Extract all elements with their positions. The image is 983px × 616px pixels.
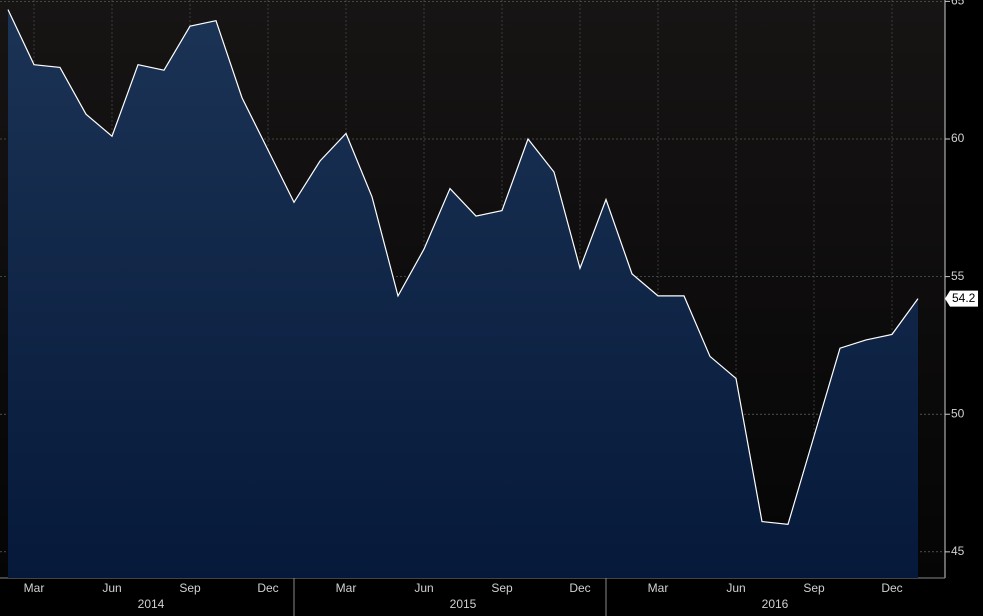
- x-tick-label: Jun: [726, 581, 745, 595]
- x-tick-label: Mar: [336, 581, 357, 595]
- x-tick-label: Dec: [881, 581, 902, 595]
- x-tick-label: Dec: [257, 581, 278, 595]
- year-label: 2016: [762, 597, 789, 611]
- year-label: 2015: [450, 597, 477, 611]
- x-tick-label: Dec: [569, 581, 590, 595]
- x-tick-label: Mar: [24, 581, 45, 595]
- x-tick-label: Sep: [803, 581, 825, 595]
- x-tick-label: Jun: [414, 581, 433, 595]
- last-value-label: 54.2: [952, 291, 976, 305]
- x-tick-label: Mar: [648, 581, 669, 595]
- x-tick-label: Sep: [491, 581, 513, 595]
- area-fill: [8, 9, 918, 578]
- year-label: 2014: [138, 597, 165, 611]
- y-tick-label: 50: [951, 406, 965, 420]
- y-tick-label: 65: [951, 0, 965, 8]
- y-tick-label: 55: [951, 269, 965, 283]
- y-tick-label: 45: [951, 544, 965, 558]
- line: [7, 9, 919, 525]
- y-tick-label: 60: [951, 131, 965, 145]
- x-tick-label: Jun: [102, 581, 121, 595]
- x-tick-label: Sep: [179, 581, 201, 595]
- last-value-box: [945, 290, 978, 307]
